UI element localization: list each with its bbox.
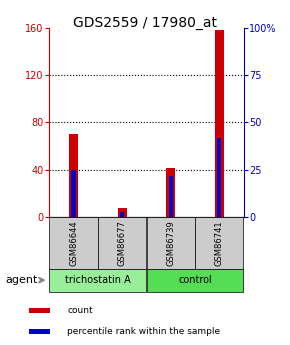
Bar [69,134,78,217]
Bar [147,269,243,292]
Bar [71,170,76,217]
Bar [147,217,195,269]
Text: agent: agent [6,275,38,285]
Bar [50,269,146,292]
Bar [168,176,173,217]
Text: GDS2559 / 17980_at: GDS2559 / 17980_at [73,16,217,30]
Text: GSM86739: GSM86739 [166,220,175,266]
Text: count: count [67,306,93,315]
Bar [50,217,98,269]
Text: GSM86741: GSM86741 [215,220,224,266]
Bar [120,211,124,217]
Bar [215,30,224,217]
Bar [217,138,222,217]
Bar [118,208,126,217]
Text: GSM86677: GSM86677 [118,220,127,266]
Text: control: control [178,275,212,285]
Bar [195,217,243,269]
Bar [98,217,146,269]
Text: percentile rank within the sample: percentile rank within the sample [67,327,220,336]
Bar [29,329,50,334]
Text: GSM86644: GSM86644 [69,220,78,266]
Text: trichostatin A: trichostatin A [65,275,131,285]
Bar [29,308,50,313]
Bar [166,168,175,217]
